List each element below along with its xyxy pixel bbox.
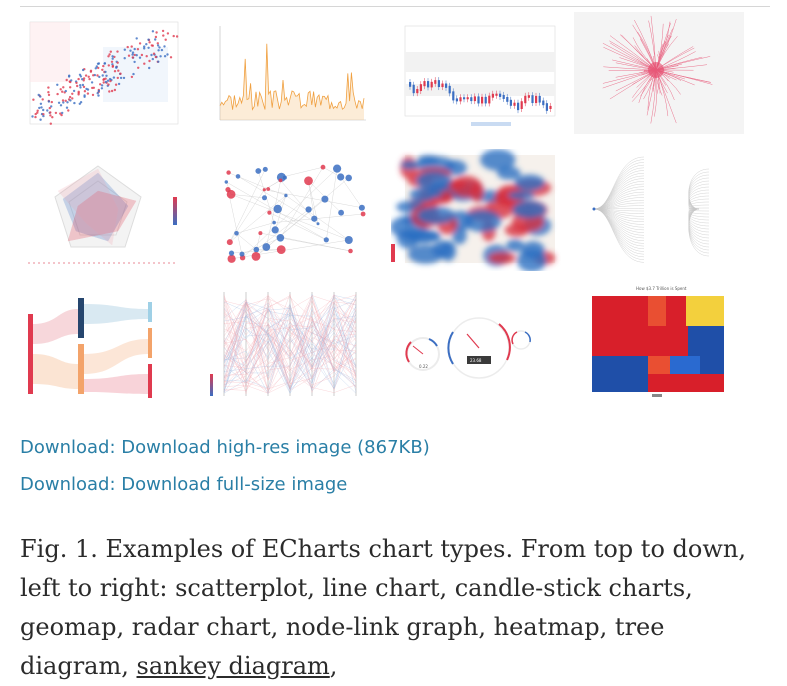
caption-tail: , xyxy=(330,652,338,680)
parallel-coordinates-thumbnail xyxy=(206,284,376,406)
top-divider xyxy=(20,6,770,7)
tree-diagram-thumbnail xyxy=(574,149,744,271)
figure-caption: Fig. 1. Examples of ECharts chart types.… xyxy=(20,530,775,686)
node-link-graph-thumbnail xyxy=(206,149,376,271)
sankey-diagram-link[interactable]: sankey diagram xyxy=(137,652,330,680)
gauge-left-readout: 0.22 xyxy=(419,364,428,369)
scatterplot-thumbnail xyxy=(18,12,188,134)
heatmap-thumbnail xyxy=(391,149,561,271)
geomap-thumbnail xyxy=(574,12,744,134)
line-chart-thumbnail xyxy=(206,12,376,134)
gauge-thumbnail: 0.22 23.68 xyxy=(391,284,561,406)
download-highres-link[interactable]: Download: Download high-res image (867KB… xyxy=(20,437,430,458)
gauge-readout: 23.68 xyxy=(470,358,482,363)
download-fullsize-link[interactable]: Download: Download full-size image xyxy=(20,474,347,495)
radar-chart-thumbnail xyxy=(18,149,188,271)
candlestick-thumbnail xyxy=(391,12,561,134)
treemap-title: How $3.7 Trillion is Spent xyxy=(636,286,687,291)
caption-text: Fig. 1. Examples of ECharts chart types.… xyxy=(20,535,746,680)
treemap-thumbnail: How $3.7 Trillion is Spent xyxy=(574,284,744,406)
sankey-diagram-thumbnail xyxy=(18,284,188,406)
